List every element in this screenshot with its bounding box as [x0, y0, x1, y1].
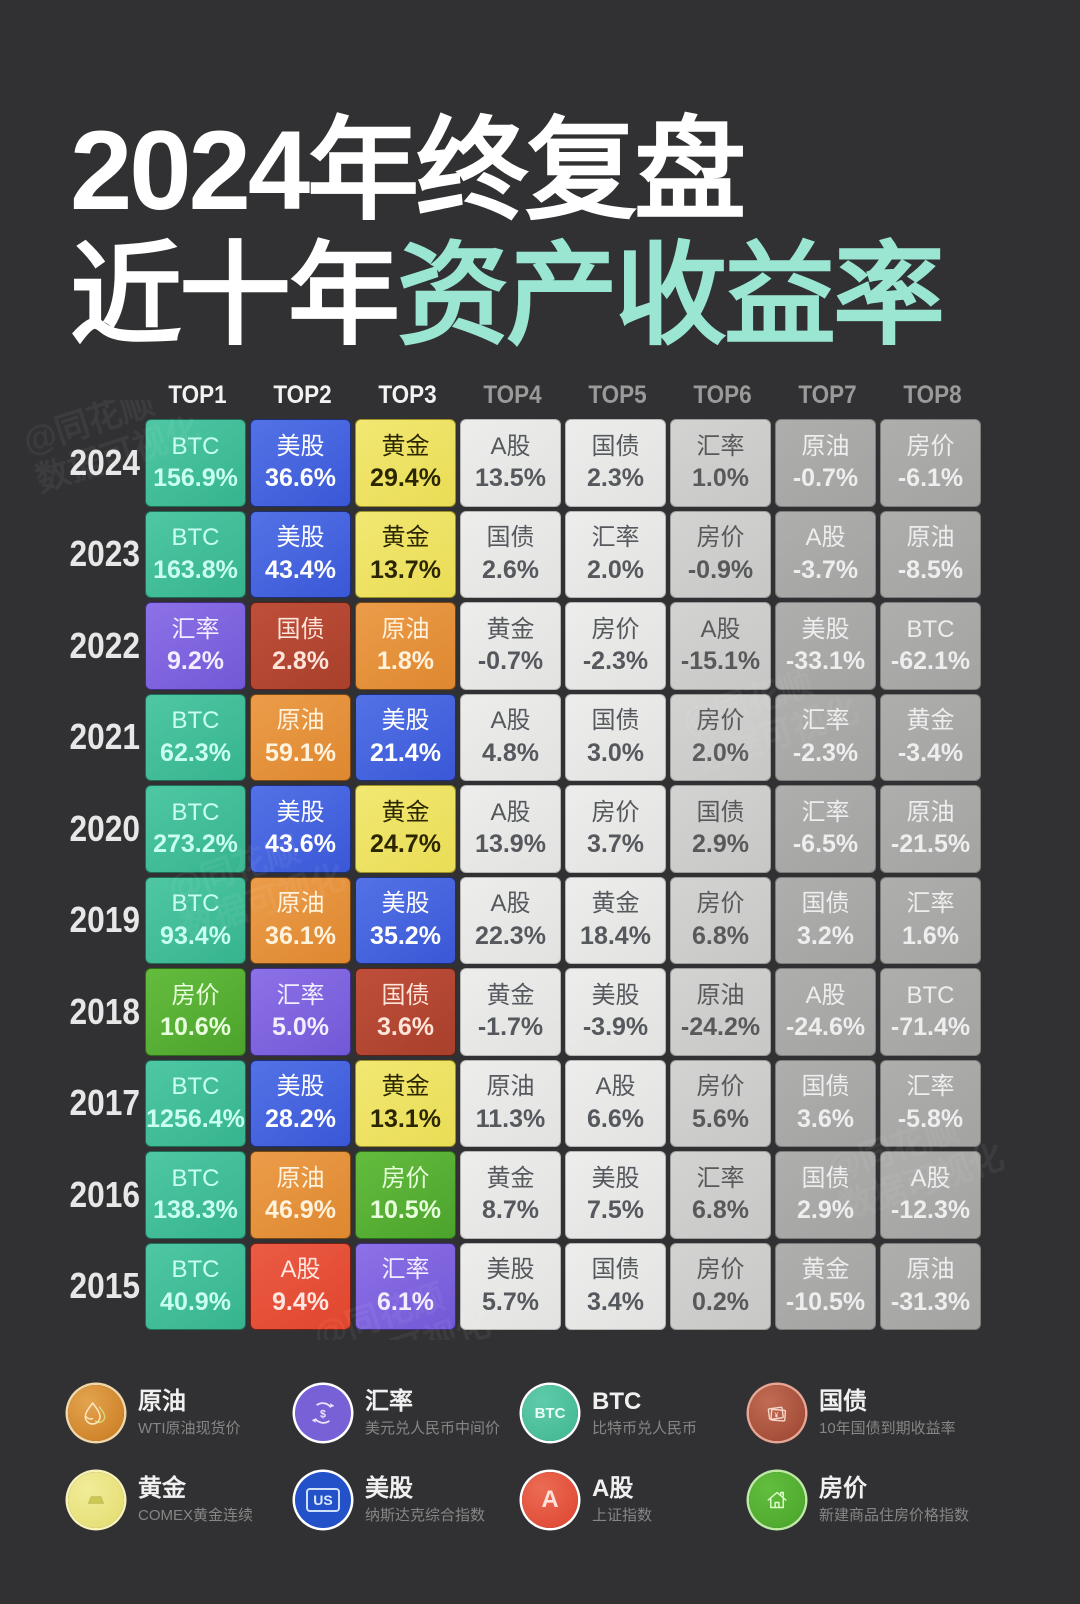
svg-text:¥: ¥: [774, 1412, 778, 1419]
svg-text:$: $: [320, 1408, 326, 1420]
